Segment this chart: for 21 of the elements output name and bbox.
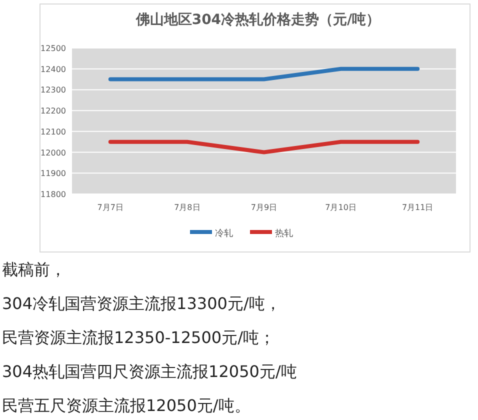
y-tick-label: 12100 (40, 127, 66, 136)
chart-title: 佛山地区304冷热轧价格走势（元/吨） (134, 12, 380, 28)
y-tick-label: 12000 (40, 148, 66, 158)
x-tick-label: 7月11日 (402, 203, 434, 212)
x-tick-label: 7月9日 (250, 203, 278, 212)
y-tick-label: 11800 (40, 190, 66, 199)
text: 截稿前， (2, 260, 66, 279)
y-tick-label: 12400 (40, 64, 66, 74)
y-tick-label: 12500 (40, 44, 66, 53)
text: 304热轧国营四尺资源主流报12050元/吨 (2, 362, 297, 381)
text: 304冷轧国营资源主流报13300元/吨， (2, 294, 281, 313)
text: 民营资源主流报12350-12500元/吨； (2, 328, 275, 347)
text: 民营五尺资源主流报12050元/吨。 (2, 396, 250, 415)
y-tick-label: 11900 (40, 169, 66, 178)
x-tick-label: 7月10日 (325, 203, 356, 212)
y-tick-label: 12300 (40, 86, 66, 95)
x-tick-label: 7月7日 (97, 203, 124, 212)
legend-label: 热轧 (275, 228, 293, 239)
x-tick-label: 7月8日 (174, 203, 200, 212)
legend-label: 冷轧 (215, 228, 233, 239)
y-tick-label: 12200 (40, 106, 66, 116)
